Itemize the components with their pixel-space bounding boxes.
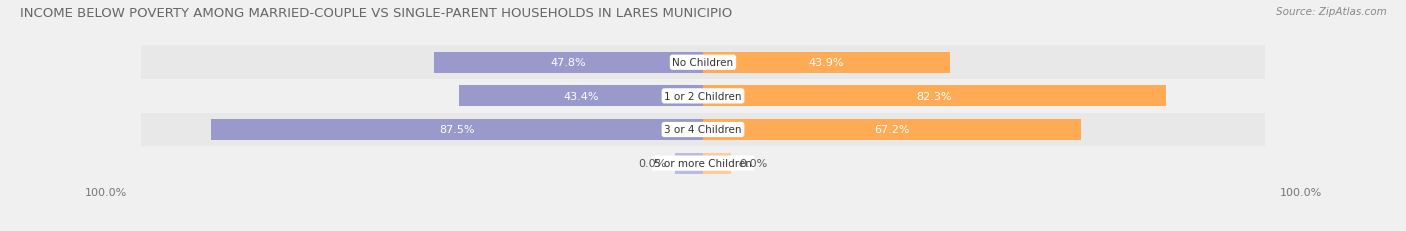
Bar [211,120,703,140]
Text: 3 or 4 Children: 3 or 4 Children [664,125,742,135]
Text: INCOME BELOW POVERTY AMONG MARRIED-COUPLE VS SINGLE-PARENT HOUSEHOLDS IN LARES M: INCOME BELOW POVERTY AMONG MARRIED-COUPL… [20,7,733,20]
Bar [434,53,703,73]
Text: 82.3%: 82.3% [917,91,952,101]
Bar [703,53,950,73]
Text: 1 or 2 Children: 1 or 2 Children [664,91,742,101]
Text: Source: ZipAtlas.com: Source: ZipAtlas.com [1275,7,1386,17]
Text: 43.9%: 43.9% [808,58,844,68]
Text: 0.0%: 0.0% [740,158,768,168]
Text: 87.5%: 87.5% [439,125,475,135]
Text: 0.0%: 0.0% [638,158,666,168]
Bar [703,120,1081,140]
Bar [141,46,1265,80]
Bar [703,86,1166,107]
Text: 47.8%: 47.8% [551,58,586,68]
Bar [458,86,703,107]
Text: 5 or more Children: 5 or more Children [654,158,752,168]
Bar [141,113,1265,147]
Text: 67.2%: 67.2% [875,125,910,135]
Text: 43.4%: 43.4% [564,91,599,101]
Bar [141,80,1265,113]
Text: 100.0%: 100.0% [84,187,127,197]
Bar [675,153,703,174]
Bar [141,147,1265,180]
Bar [703,153,731,174]
Text: 100.0%: 100.0% [1279,187,1322,197]
Text: No Children: No Children [672,58,734,68]
